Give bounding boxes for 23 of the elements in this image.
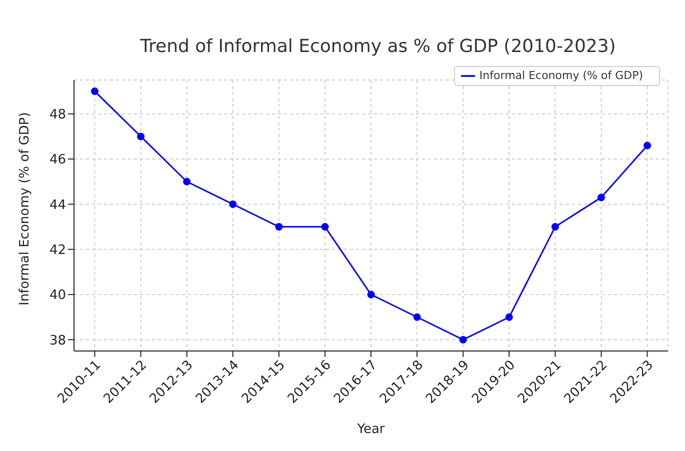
point: [505, 313, 513, 321]
point: [597, 194, 605, 202]
point: [321, 223, 329, 231]
y-axis-title: Informal Economy (% of GDP): [18, 112, 33, 306]
chart-title: Trend of Informal Economy as % of GDP (2010-2023): [139, 36, 617, 57]
point: [459, 336, 467, 344]
y-tick-label: 48: [49, 107, 66, 122]
y-tick-label: 40: [49, 288, 66, 304]
y-tick-label: 46: [49, 152, 66, 168]
point: [275, 223, 283, 231]
x-axis-title: Year: [356, 422, 386, 437]
point: [183, 178, 191, 186]
point: [644, 142, 652, 150]
point: [137, 132, 145, 140]
y-tick-label: 42: [49, 242, 66, 258]
point: [229, 200, 237, 208]
legend-label: Informal Economy (% of GDP): [479, 69, 643, 82]
point: [367, 290, 375, 298]
point: [551, 223, 559, 231]
point: [413, 313, 421, 321]
point: [90, 88, 98, 96]
y-tick-label: 38: [49, 333, 66, 348]
y-tick-label: 44: [49, 198, 66, 213]
